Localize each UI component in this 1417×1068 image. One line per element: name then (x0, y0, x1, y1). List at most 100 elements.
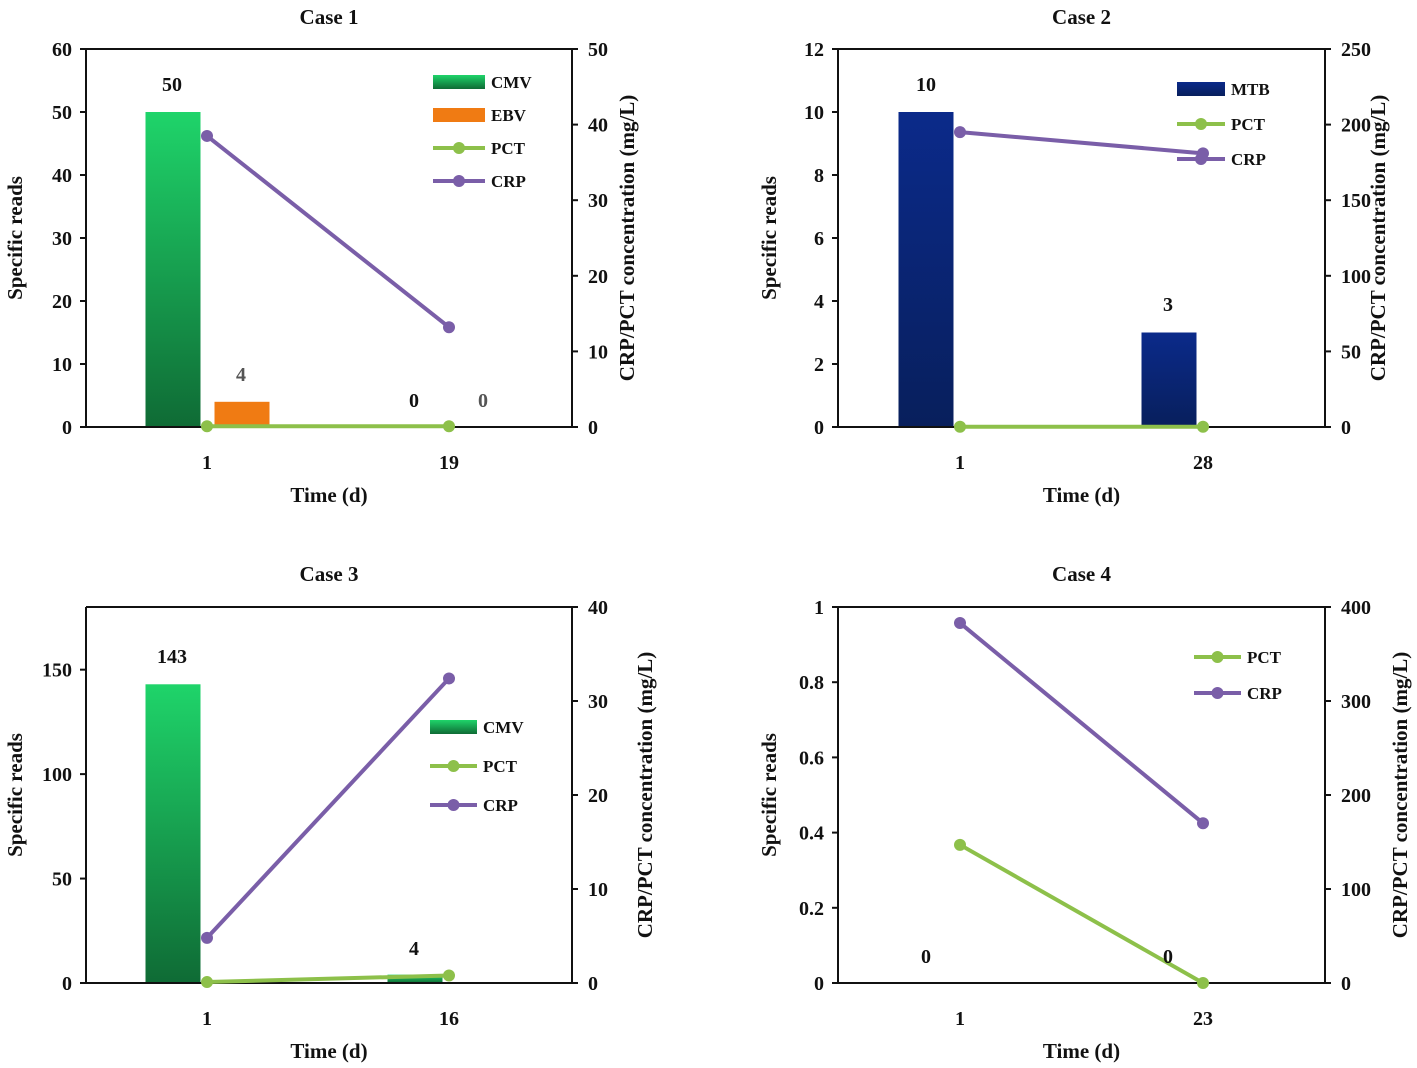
y2-axis-label: CRP/PCT concentration (mg/L) (1366, 95, 1390, 382)
legend-marker-crp (453, 175, 465, 187)
left-tick-label: 0 (62, 417, 72, 439)
right-tick-label: 40 (588, 115, 608, 137)
case4-chart: Case 4 0 0.2 0.4 0.6 0.8 1 0 100 200 300 400 1 23 Time… (757, 562, 1412, 1063)
left-tick-label: 0 (814, 973, 824, 995)
legend-label-pct: PCT (483, 757, 518, 776)
legend-marker-pct (1211, 651, 1224, 663)
point-crp-day-1 (201, 129, 213, 142)
chart-title: Case 1 (300, 5, 359, 29)
legend-swatch-mtb (1177, 82, 1225, 96)
left-tick-label: 10 (804, 102, 824, 124)
left-tick-label: 0.6 (799, 747, 824, 769)
point-crp-day-1 (954, 126, 966, 139)
left-tick-label: 20 (52, 291, 72, 313)
x-tick-label: 1 (955, 1008, 965, 1030)
left-tick-label: 1 (814, 597, 824, 619)
legend-marker-crp (1195, 153, 1207, 165)
data-label: 143 (157, 646, 187, 668)
right-tick-label: 200 (1341, 785, 1371, 807)
legend-swatch-cmv (433, 75, 485, 89)
right-tick-label: 400 (1341, 597, 1371, 619)
left-tick-label: 60 (52, 39, 72, 61)
bar-ebv-day-1 (214, 401, 270, 427)
line-crp (205, 134, 451, 329)
legend-label-pct: PCT (491, 139, 526, 158)
data-label: 0 (921, 946, 931, 968)
point-pct-day-19 (443, 420, 455, 433)
legend-marker-pct (447, 760, 460, 772)
data-label: 3 (1163, 294, 1173, 316)
point-crp-day-16 (443, 672, 455, 685)
legend: PCT CRP (1194, 648, 1282, 703)
point-crp-day-1 (954, 616, 966, 629)
left-tick-label: 50 (52, 102, 72, 124)
legend-label-mtb: MTB (1231, 80, 1270, 99)
legend: CMV EBV PCT CRP (433, 73, 532, 191)
legend-label-pct: PCT (1247, 648, 1282, 667)
right-tick-label: 300 (1341, 691, 1371, 713)
right-tick-label: 50 (1341, 341, 1361, 363)
data-label: 50 (162, 74, 182, 96)
data-label: 4 (409, 938, 419, 960)
right-tick-label: 10 (588, 341, 608, 363)
x-tick-label: 16 (439, 1008, 459, 1030)
left-tick-label: 10 (52, 354, 72, 376)
chart-title: Case 3 (300, 562, 359, 586)
bar-cmv-day-16 (387, 974, 443, 983)
line-pct (206, 973, 450, 985)
x-tick-label: 1 (955, 452, 965, 474)
point-pct-day-1 (201, 976, 213, 989)
left-tick-label: 4 (814, 291, 824, 313)
left-tick-label: 40 (52, 165, 72, 187)
left-tick-label: 30 (52, 228, 72, 250)
x-axis-label: Time (d) (290, 1039, 367, 1063)
legend: MTB PCT CRP (1177, 80, 1270, 169)
right-tick-label: 150 (1341, 190, 1371, 212)
left-tick-label: 2 (814, 354, 824, 376)
left-tick-label: 0.2 (799, 898, 824, 920)
legend-swatch-cmv (430, 720, 477, 734)
right-tick-label: 0 (1341, 973, 1351, 995)
y2-axis-label: CRP/PCT concentration (mg/L) (615, 95, 639, 382)
legend-label-ebv: EBV (491, 106, 527, 125)
left-tick-label: 100 (42, 764, 72, 786)
legend-label-crp: CRP (1231, 150, 1266, 169)
line-pct (959, 843, 1204, 985)
right-tick-label: 10 (588, 879, 608, 901)
data-label: 10 (916, 74, 936, 96)
case3-chart: Case 3 0 50 100 150 0 10 20 30 40 1 16 Time (d) Speci… (3, 562, 657, 1063)
y-axis-label: Specific reads (3, 176, 27, 300)
bar-cmv-day-1 (145, 684, 201, 983)
right-tick-label: 30 (588, 190, 608, 212)
x-axis-label: Time (d) (1043, 483, 1120, 507)
bar-mtb-day-1 (898, 112, 954, 427)
legend-label-pct: PCT (1231, 115, 1266, 134)
x-tick-label: 28 (1193, 452, 1213, 474)
right-tick-label: 0 (1341, 417, 1351, 439)
point-pct-day-23 (1197, 977, 1209, 989)
y-axis-label: Specific reads (757, 733, 781, 857)
y-axis-label: Specific reads (3, 733, 27, 857)
x-tick-label: 1 (202, 1008, 212, 1030)
x-tick-label: 1 (202, 452, 212, 474)
point-crp-day-1 (201, 931, 213, 944)
left-tick-label: 0.8 (799, 672, 824, 694)
chart-title: Case 2 (1052, 5, 1111, 29)
point-pct-day-1 (954, 838, 966, 851)
line-crp (958, 621, 1205, 825)
right-tick-label: 0 (588, 973, 598, 995)
right-tick-label: 100 (1341, 266, 1371, 288)
legend-label-crp: CRP (491, 172, 526, 191)
y2-axis-label: CRP/PCT concentration (mg/L) (1388, 652, 1412, 939)
case2-chart: Case 2 0 2 4 6 8 10 12 0 50 100 150 200 250 1 28 Time (d… (757, 5, 1390, 507)
legend-marker-pct (1195, 118, 1207, 130)
x-axis-label: Time (d) (1043, 1039, 1120, 1063)
point-pct-day-1 (201, 420, 213, 433)
right-tick-label: 50 (588, 39, 608, 61)
legend-marker-pct (453, 142, 465, 154)
left-tick-label: 8 (814, 165, 824, 187)
legend: CMV PCT CRP (430, 718, 524, 815)
line-crp (205, 677, 451, 940)
right-tick-label: 40 (588, 597, 608, 619)
legend-label-cmv: CMV (491, 73, 532, 92)
